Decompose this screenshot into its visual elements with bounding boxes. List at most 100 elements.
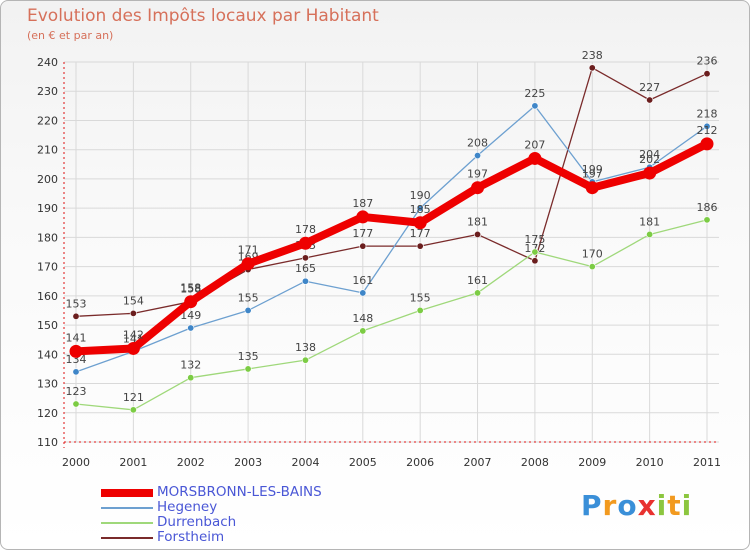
data-label: 190 xyxy=(410,189,431,202)
data-point xyxy=(187,374,195,382)
data-point xyxy=(359,327,367,335)
data-point xyxy=(244,365,252,373)
data-point xyxy=(700,137,714,151)
data-label: 158 xyxy=(180,282,201,295)
data-label: 197 xyxy=(582,168,603,181)
legend-label: Durrenbach xyxy=(157,514,237,530)
y-tick-label: 140 xyxy=(37,348,58,361)
y-tick-label: 180 xyxy=(37,231,58,244)
data-point xyxy=(531,248,539,256)
series-line xyxy=(72,139,711,356)
logo-letter: o xyxy=(617,489,638,522)
x-tick-label: 2000 xyxy=(62,456,90,469)
data-label: 202 xyxy=(639,153,660,166)
data-point xyxy=(588,263,596,271)
legend-item-morsbronn: MORSBRONN-LES-BAINS xyxy=(101,485,361,500)
y-tick-label: 150 xyxy=(37,319,58,332)
data-label: 158 xyxy=(180,283,201,296)
data-point xyxy=(643,166,657,180)
proxiti-logo: Proxiti xyxy=(581,489,692,522)
series-line xyxy=(75,219,708,411)
legend-item-durrenbach: Durrenbach xyxy=(101,515,361,530)
y-tick-label: 240 xyxy=(37,56,58,69)
y-tick-label: 170 xyxy=(37,261,58,274)
y-tick-label: 110 xyxy=(37,436,58,449)
data-label: 142 xyxy=(123,328,144,341)
legend-swatch xyxy=(101,507,153,509)
logo-letter: i xyxy=(656,489,668,522)
data-label: 148 xyxy=(352,312,373,325)
chart-subtitle: (en € et par an) xyxy=(27,29,114,42)
data-point xyxy=(301,254,309,262)
data-label: 178 xyxy=(295,223,316,236)
legend-item-forstheim: Forstheim xyxy=(101,530,361,545)
data-label: 218 xyxy=(697,107,718,120)
data-point xyxy=(474,289,482,297)
data-point xyxy=(703,216,711,224)
data-label: 155 xyxy=(238,291,259,304)
data-label: 172 xyxy=(524,242,545,255)
chart-title: Evolution des Impôts locaux par Habitant xyxy=(27,6,379,26)
data-label: 135 xyxy=(238,350,259,363)
data-point xyxy=(359,242,367,250)
x-tick-label: 2004 xyxy=(291,456,319,469)
data-label: 204 xyxy=(639,148,660,161)
y-tick-label: 120 xyxy=(37,407,58,420)
legend-label: Hegeney xyxy=(157,499,218,515)
data-label: 186 xyxy=(697,201,718,214)
data-point xyxy=(356,210,370,224)
data-label: 177 xyxy=(410,227,431,240)
data-label: 208 xyxy=(467,137,488,150)
data-point xyxy=(416,306,424,314)
data-point xyxy=(646,230,654,238)
data-label: 123 xyxy=(66,385,87,398)
logo-letter: i xyxy=(681,489,693,522)
data-point xyxy=(413,216,427,230)
data-point xyxy=(301,356,309,364)
data-point xyxy=(72,368,80,376)
series-line xyxy=(75,105,708,373)
data-label: 121 xyxy=(123,391,144,404)
data-label: 199 xyxy=(582,163,603,176)
y-tick-label: 160 xyxy=(37,290,58,303)
chart-legend: MORSBRONN-LES-BAINS Hegeney Durrenbach F… xyxy=(101,485,361,545)
x-tick-label: 2003 xyxy=(234,456,262,469)
y-tick-label: 190 xyxy=(37,202,58,215)
data-point xyxy=(72,400,80,408)
data-point xyxy=(585,181,599,195)
data-label: 175 xyxy=(524,233,545,246)
data-point xyxy=(703,122,711,130)
y-tick-label: 200 xyxy=(37,173,58,186)
data-point xyxy=(126,341,140,355)
data-point xyxy=(703,70,711,78)
data-point xyxy=(416,242,424,250)
y-tick-label: 220 xyxy=(37,114,58,127)
data-label: 238 xyxy=(582,49,603,62)
data-label: 153 xyxy=(66,297,87,310)
legend-item-hegeney: Hegeney xyxy=(101,500,361,515)
data-point xyxy=(187,324,195,332)
data-label: 177 xyxy=(352,227,373,240)
data-label: 212 xyxy=(697,124,718,137)
legend-swatch xyxy=(101,522,153,524)
data-point xyxy=(184,295,198,309)
data-label: 132 xyxy=(180,359,201,372)
data-point xyxy=(69,344,83,358)
x-tick-label: 2011 xyxy=(693,456,721,469)
data-label: 154 xyxy=(123,294,144,307)
data-label: 227 xyxy=(639,81,660,94)
x-tick-label: 2006 xyxy=(406,456,434,469)
data-label: 236 xyxy=(697,55,718,68)
data-point xyxy=(474,152,482,160)
legend-label: MORSBRONN-LES-BAINS xyxy=(157,484,322,500)
legend-swatch xyxy=(101,537,153,539)
data-point xyxy=(359,289,367,297)
data-point xyxy=(416,204,424,212)
data-label: 155 xyxy=(410,291,431,304)
data-label: 185 xyxy=(410,203,431,216)
data-point xyxy=(588,64,596,72)
x-tick-label: 2001 xyxy=(119,456,147,469)
x-tick-label: 2009 xyxy=(578,456,606,469)
y-tick-label: 210 xyxy=(37,144,58,157)
data-label: 171 xyxy=(238,244,259,257)
